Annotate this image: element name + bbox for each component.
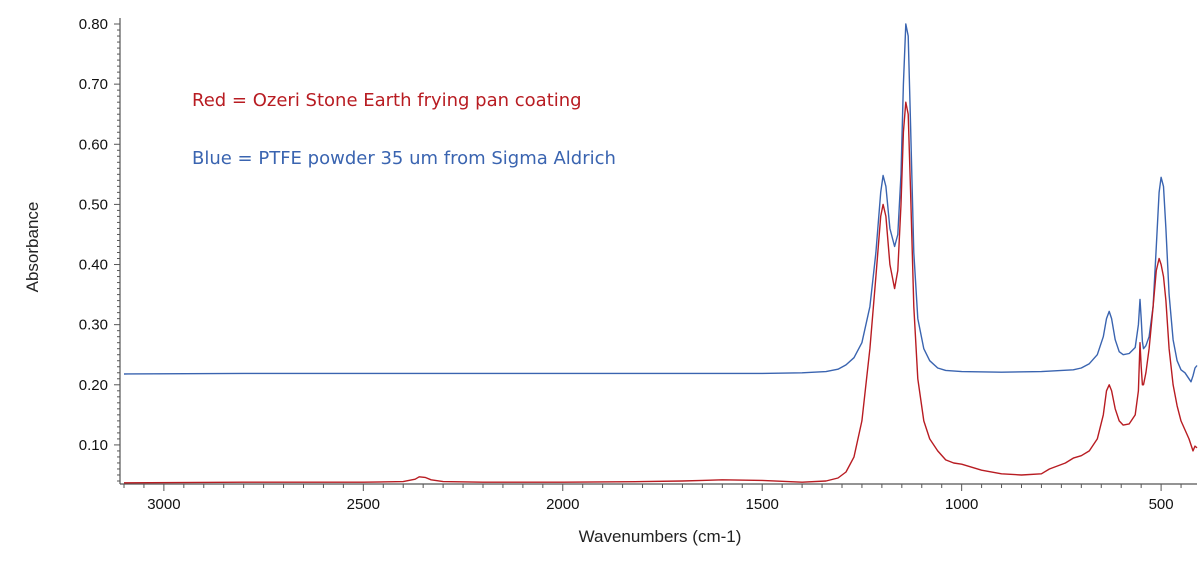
y-tick-label: 0.80 xyxy=(79,16,108,33)
x-axis-title: Wavenumbers (cm-1) xyxy=(579,527,742,546)
x-tick-label: 1500 xyxy=(746,496,779,513)
x-tick-label: 2500 xyxy=(347,496,380,513)
x-tick-label: 1000 xyxy=(945,496,978,513)
x-axis: 3000 2500 2000 1500 1000 500 xyxy=(120,483,1197,513)
y-tick-label: 0.20 xyxy=(79,377,108,394)
series-line-red xyxy=(123,101,1198,484)
y-tick-label: 0.30 xyxy=(79,317,108,334)
legend-annotation-red: Red = Ozeri Stone Earth frying pan coati… xyxy=(192,90,582,111)
y-tick-label: 0.70 xyxy=(79,76,108,93)
y-axis-title: Absorbance xyxy=(23,202,42,293)
y-tick-label: 0.50 xyxy=(79,196,108,213)
plot-area xyxy=(123,23,1198,484)
x-tick-label: 3000 xyxy=(147,496,180,513)
y-axis: 0.10 0.20 0.30 0.40 0.50 0.60 0.70 0.80 xyxy=(79,16,121,484)
legend-annotation-blue: Blue = PTFE powder 35 um from Sigma Aldr… xyxy=(192,148,616,169)
y-tick-label: 0.60 xyxy=(79,136,108,153)
series-line-blue xyxy=(123,23,1198,383)
x-tick-label: 2000 xyxy=(546,496,579,513)
y-tick-label: 0.40 xyxy=(79,257,108,274)
y-tick-label: 0.10 xyxy=(79,437,108,454)
x-tick-label: 500 xyxy=(1149,496,1174,513)
